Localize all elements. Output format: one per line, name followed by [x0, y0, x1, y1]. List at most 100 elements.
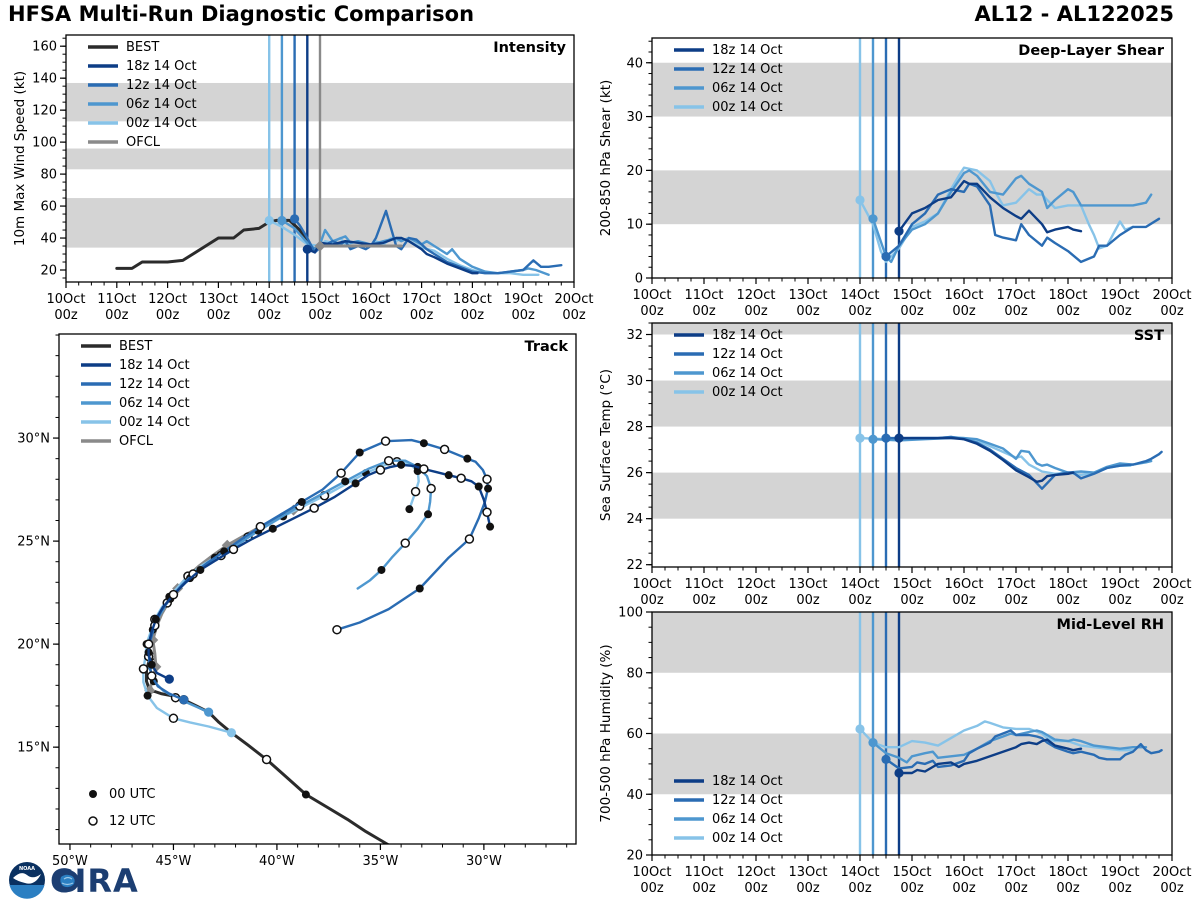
xtick-label: 00z: [461, 308, 485, 323]
xtick-label: 00z: [744, 593, 768, 608]
xtick-label: 15Oct: [300, 292, 339, 307]
legend-label-run18: 18z 14 Oct: [712, 328, 783, 343]
y-axis-label-rh: 700-500 hPa Humidity (%): [598, 644, 614, 822]
ytick-label: 15°N: [17, 741, 50, 756]
svg-text:NOAA: NOAA: [19, 866, 35, 872]
xtick-label: 14Oct: [250, 292, 289, 307]
xtick-label: 14Oct: [840, 577, 879, 592]
ytick-label: 100: [32, 136, 57, 151]
xtick-label: 17Oct: [996, 288, 1035, 303]
legend-label-run18: 18z 14 Oct: [119, 358, 190, 373]
series-run18: [897, 179, 1083, 234]
xtick-label: 10Oct: [632, 288, 671, 303]
series-run00: [858, 720, 1135, 752]
xtick-label: 00z: [1004, 304, 1028, 319]
footer-logos: NOAA CIRA: [9, 862, 138, 900]
ytick-label: 140: [32, 72, 57, 87]
series-run18: [897, 436, 1075, 483]
xtick-label: 13Oct: [199, 292, 238, 307]
xtick-label: 16Oct: [944, 288, 983, 303]
panel-intensity: 10Oct00z11Oct00z12Oct00z13Oct00z14Oct00z…: [12, 34, 594, 323]
legend-label-run12: 12z 14 Oct: [119, 377, 190, 392]
series-best: [115, 218, 322, 270]
xtick-label: 00z: [1056, 304, 1080, 319]
legend-label-run00: 00z 14 Oct: [126, 116, 197, 131]
xtick-label: 15Oct: [892, 865, 931, 880]
xtick-label: 00z: [744, 881, 768, 896]
xtick-label: 00z: [952, 881, 976, 896]
xtick-label: 14Oct: [840, 865, 879, 880]
ytick-label: 60: [40, 200, 57, 215]
xtick-label: 12Oct: [736, 865, 775, 880]
ytick-label: 40: [626, 788, 643, 803]
xtick-label: 00z: [952, 593, 976, 608]
xtick-label: 20Oct: [1152, 577, 1191, 592]
legend-label-best: BEST: [126, 40, 159, 55]
page-title: HFSA Multi-Run Diagnostic Comparison: [8, 2, 475, 26]
legend-label-run00: 00z 14 Oct: [119, 415, 190, 430]
xtick-label: 12Oct: [736, 577, 775, 592]
xtick-label: 35°W: [362, 854, 398, 869]
ytick-label: 22: [626, 558, 643, 573]
series-run06: [871, 169, 1153, 264]
xtick-label: 00z: [900, 593, 924, 608]
panel-title-sst: SST: [1134, 328, 1164, 344]
legend-label-best: BEST: [119, 339, 152, 354]
ytick-label: 30°N: [17, 432, 50, 447]
xtick-label: 15Oct: [892, 288, 931, 303]
xtick-label: 00z: [105, 308, 129, 323]
legend-label-run00: 00z 14 Oct: [712, 831, 783, 846]
xtick-label: 00z: [54, 308, 78, 323]
xtick-label: 19Oct: [1100, 577, 1139, 592]
xtick-label: 14Oct: [840, 288, 879, 303]
xtick-label: 13Oct: [788, 865, 827, 880]
legend-label-00utc: 00 UTC: [109, 787, 155, 802]
xtick-label: 00z: [796, 881, 820, 896]
xtick-label: 00z: [258, 308, 282, 323]
xtick-label: 00z: [1108, 593, 1132, 608]
legend-label-run06: 06z 14 Oct: [119, 396, 190, 411]
xtick-label: 17Oct: [996, 577, 1035, 592]
xtick-label: 30°W: [466, 854, 502, 869]
xtick-label: 00z: [640, 881, 664, 896]
ytick-label: 20°N: [17, 638, 50, 653]
xtick-label: 00z: [562, 308, 586, 323]
series-run12: [884, 182, 1161, 264]
xtick-label: 16Oct: [944, 865, 983, 880]
legend-label-run06: 06z 14 Oct: [126, 97, 197, 112]
xtick-label: 00z: [796, 593, 820, 608]
ytick-label: 80: [626, 666, 643, 681]
xtick-label: 00z: [1108, 304, 1132, 319]
xtick-label: 10Oct: [632, 577, 671, 592]
panel-shear: 10Oct00z11Oct00z12Oct00z13Oct00z14Oct00z…: [598, 37, 1192, 319]
ytick-label: 0: [635, 272, 643, 287]
xtick-label: 00z: [1160, 304, 1184, 319]
ytick-label: 120: [32, 104, 57, 119]
ytick-label: 30: [626, 374, 643, 389]
xtick-label: 00z: [359, 308, 383, 323]
ytick-label: 100: [618, 606, 643, 621]
xtick-label: 00z: [796, 304, 820, 319]
xtick-label: 00z: [848, 593, 872, 608]
panel-rh: 10Oct00z11Oct00z12Oct00z13Oct00z14Oct00z…: [598, 606, 1192, 897]
xtick-label: 00z: [1004, 593, 1028, 608]
cira-logo: CIRA: [50, 862, 138, 900]
xtick-label: 11Oct: [684, 288, 723, 303]
xtick-label: 19Oct: [1100, 865, 1139, 880]
xtick-label: 00z: [640, 593, 664, 608]
xtick-label: 00z: [156, 308, 180, 323]
xtick-label: 15Oct: [892, 577, 931, 592]
legend-label-run18: 18z 14 Oct: [126, 59, 197, 74]
ytick-label: 28: [626, 420, 643, 435]
xtick-label: 00z: [1004, 881, 1028, 896]
xtick-label: 45°W: [155, 854, 191, 869]
xtick-label: 10Oct: [46, 292, 85, 307]
ytick-label: 40: [626, 56, 643, 71]
legend-label-run00: 00z 14 Oct: [712, 385, 783, 400]
xtick-label: 00z: [512, 308, 536, 323]
ytick-label: 60: [626, 727, 643, 742]
panel-track: 50°W 45°W 40°W 35°W 30°W 15°N 20°N 25°N 30°N Trac…: [17, 333, 577, 869]
xtick-label: 18Oct: [1048, 288, 1087, 303]
